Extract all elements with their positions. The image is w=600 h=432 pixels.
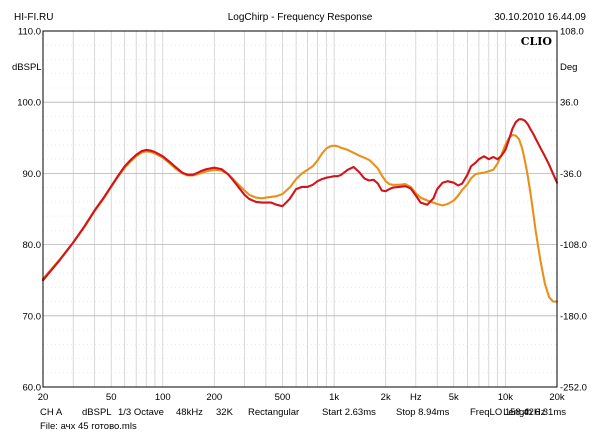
header-left: HI-FI.RU — [14, 12, 53, 23]
y2-tick-label: -180.0 — [560, 311, 587, 322]
footer-param: 1/3 Octave — [118, 407, 164, 418]
y2-tick-label: -252.0 — [560, 383, 587, 394]
x-tick-label: 500 — [275, 392, 291, 403]
y2-tick-label: -36.0 — [560, 169, 582, 180]
timestamp: 30.10.2010 16.44.09 — [494, 12, 586, 23]
footer-param: 32K — [216, 407, 234, 418]
x-tick-label: 100 — [155, 392, 171, 403]
footer-params: CH A dBSPL 1/3 Octave 48kHz 32K Rectangular St… — [40, 407, 566, 418]
major-grid — [43, 101, 557, 317]
y-axis-right: 108.0 36.0 -36.0 -108.0 -180.0 -252.0 — [560, 27, 587, 394]
x-tick-label: 20k — [549, 392, 565, 403]
y-tick-label: 80.0 — [23, 240, 42, 251]
plot-frame — [42, 30, 558, 388]
footer-param: CH A — [40, 407, 63, 418]
footer-param: dBSPL — [82, 407, 112, 418]
y-tick-label: 70.0 — [23, 311, 42, 322]
x-tick-label: 2k — [381, 392, 391, 403]
y2-tick-label: 108.0 — [560, 27, 584, 38]
x-tick-label: Hz — [410, 392, 422, 403]
footer-param: Rectangular — [248, 407, 299, 418]
y-tick-label: 90.0 — [23, 169, 42, 180]
footer-param: 48kHz — [176, 407, 203, 418]
series-layer — [41, 118, 559, 303]
y-tick-label: 110.0 — [18, 27, 41, 38]
footer-param: Stop 8.94ms — [396, 407, 450, 418]
x-tick-label: 200 — [206, 392, 222, 403]
footer-file: File: ачх 45 готово.mls — [40, 421, 137, 432]
y2-tick-label: -108.0 — [560, 240, 587, 251]
series-line-2 — [41, 118, 559, 282]
x-tick-label: 1k — [329, 392, 339, 403]
x-tick-label: 20 — [38, 392, 49, 403]
y-tick-label: 60.0 — [23, 383, 42, 394]
x-tick-label: 5k — [449, 392, 459, 403]
y-axis-label: dBSPL — [12, 62, 42, 73]
footer-param: Length 6.31ms — [503, 407, 566, 418]
y2-axis-label: Deg — [560, 62, 577, 73]
plot-area — [43, 31, 557, 387]
chart-title: LogChirp - Frequency Response — [228, 12, 373, 23]
minor-grid — [42, 31, 558, 387]
x-axis: 20 50 100 200 500 1k 2k Hz 5k 10k 20k — [38, 392, 565, 403]
x-tick-label: 50 — [106, 392, 117, 403]
clio-logo: CLIO — [521, 35, 553, 48]
y-axis-left: 110.0 100.0 90.0 80.0 70.0 60.0 — [17, 27, 41, 394]
footer-param: FreqLO 158.42Hz — [470, 407, 546, 418]
x-tick-label: 10k — [498, 392, 514, 403]
footer-param: Start 2.63ms — [322, 407, 376, 418]
y2-tick-label: 36.0 — [560, 98, 579, 109]
y-tick-label: 100.0 — [17, 98, 41, 109]
